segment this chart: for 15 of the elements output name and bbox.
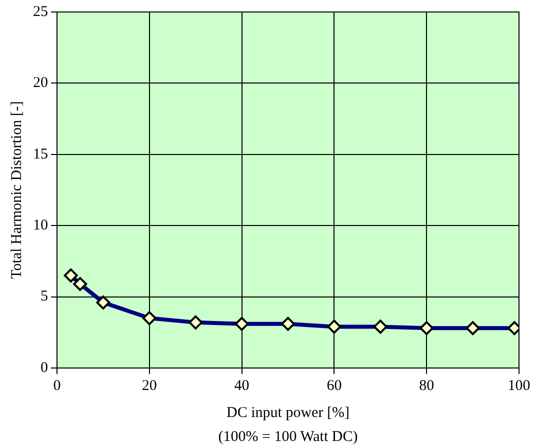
y-tick-label: 10	[33, 218, 48, 234]
y-tick-label: 15	[33, 146, 48, 162]
y-tick-label: 0	[40, 360, 48, 376]
x-tick-label: 40	[234, 378, 250, 394]
x-tick-label: 20	[142, 378, 157, 394]
x-tick-label: 100	[508, 378, 530, 394]
y-tick-label: 25	[33, 4, 48, 20]
y-tick-label: 20	[33, 75, 48, 92]
text: (100% = 100 Watt DC)	[218, 429, 358, 445]
y-axis-title: Total Harmonic Distortion [-]	[8, 101, 25, 279]
y-tick-label: 5	[40, 288, 48, 305]
x-tick-label: 0	[53, 378, 61, 394]
x-tick-label: 80	[419, 378, 434, 394]
x-axis-title: DC input power [%]	[226, 404, 350, 421]
x-tick-label: 60	[326, 378, 342, 394]
